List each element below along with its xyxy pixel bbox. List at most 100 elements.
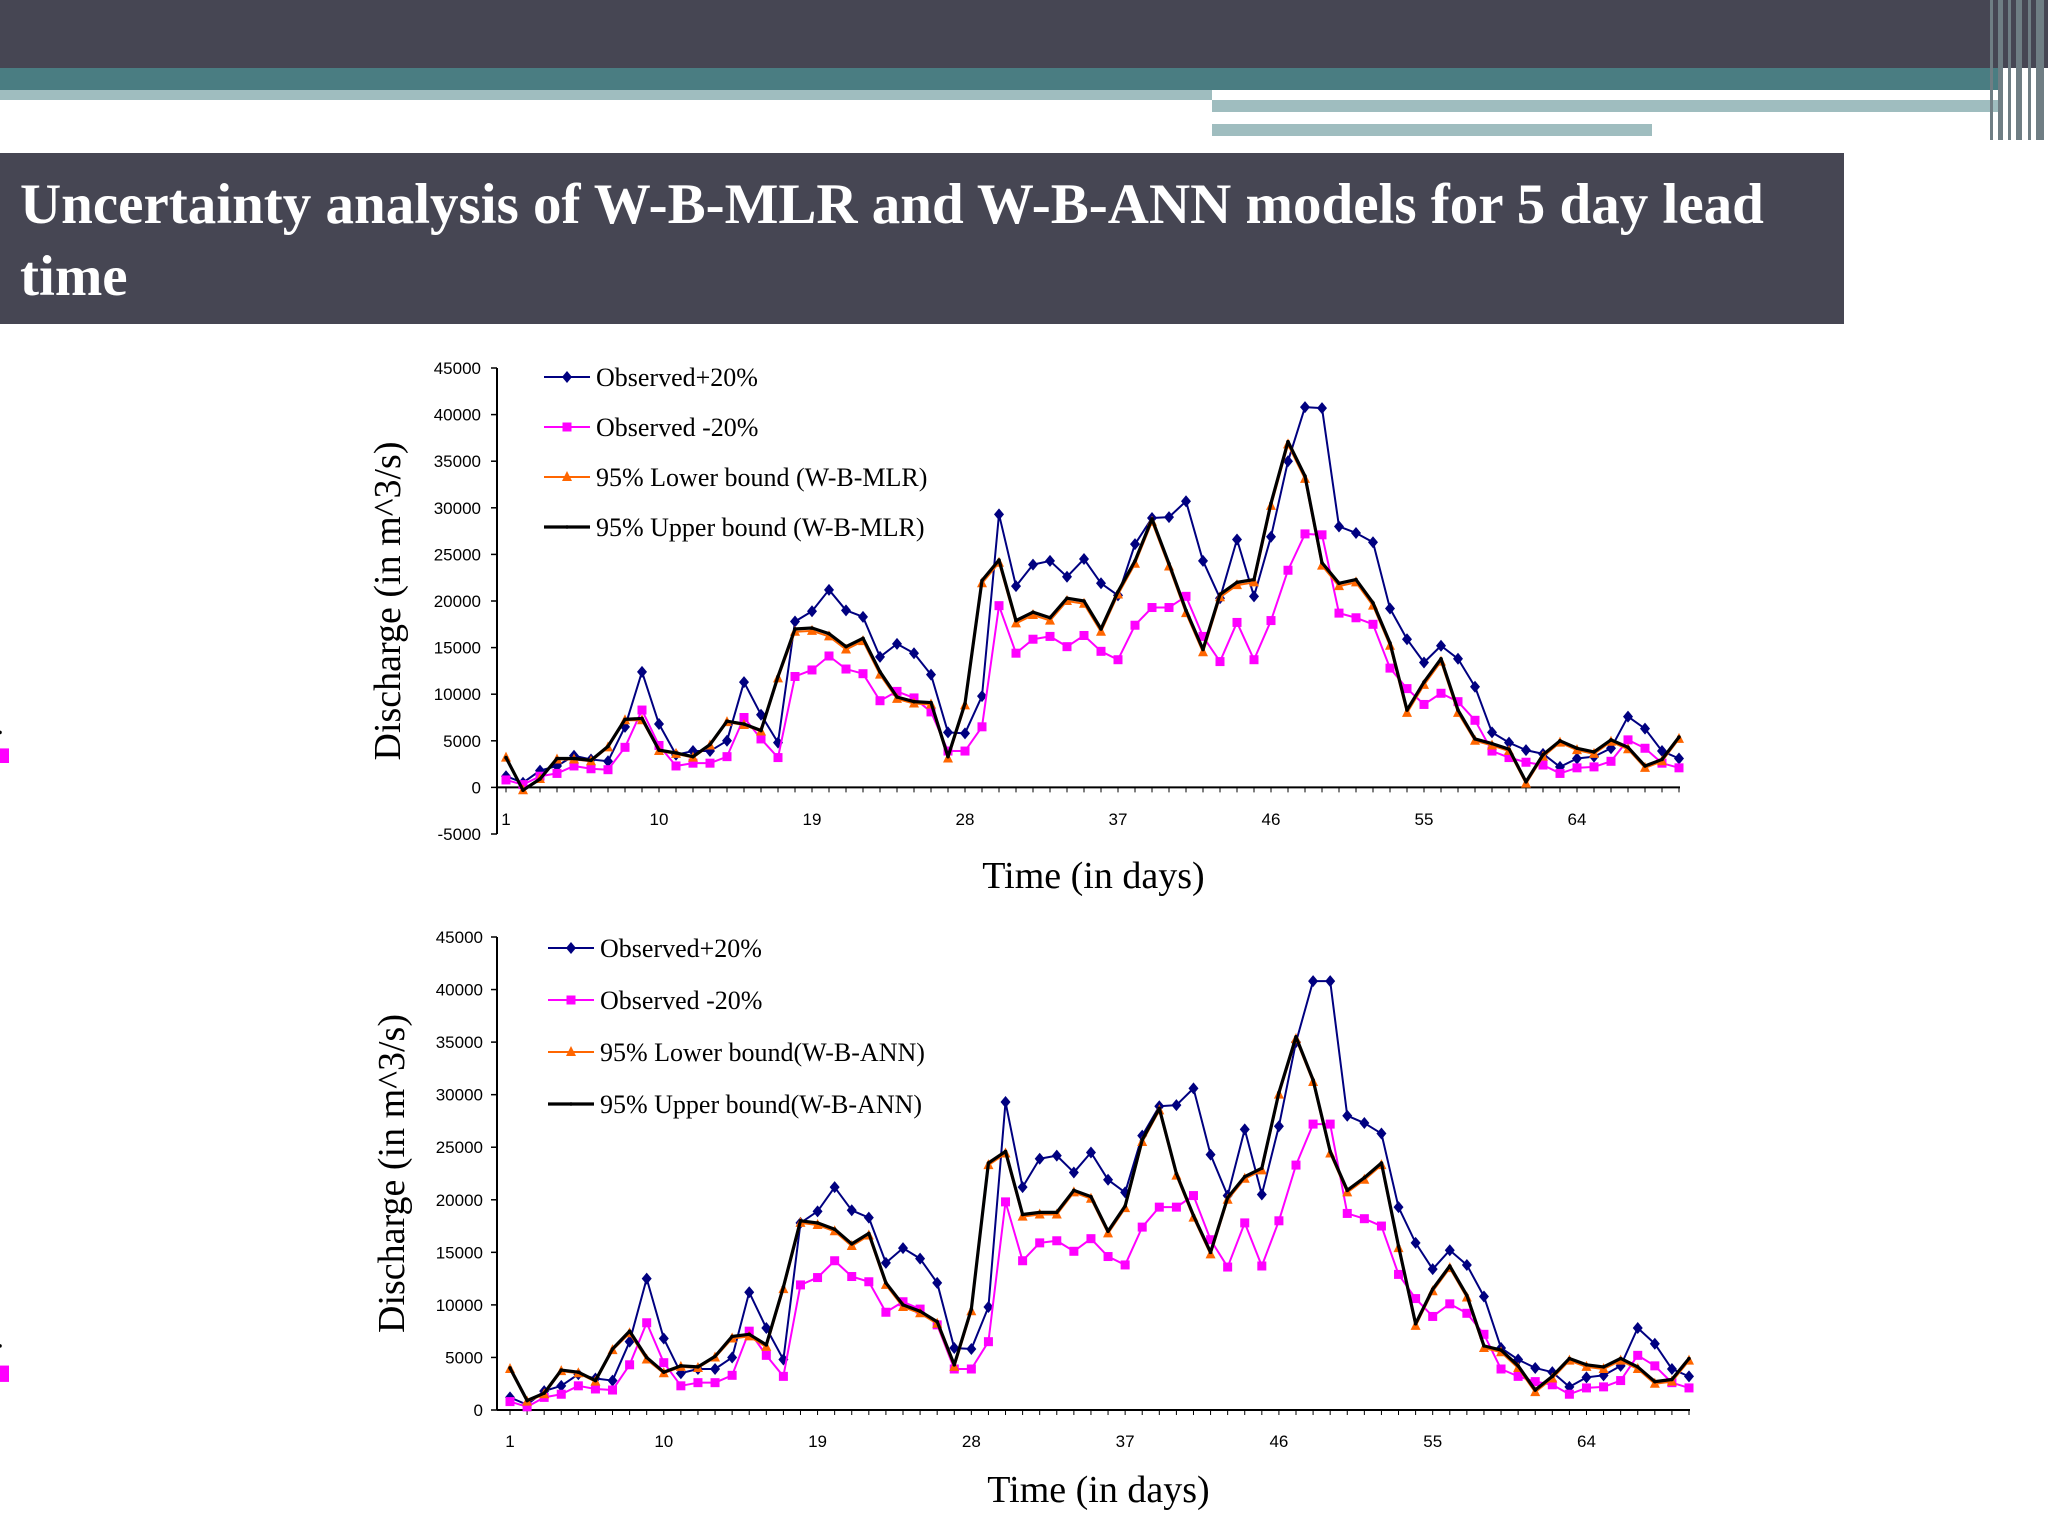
data-point (841, 604, 851, 617)
series-line (509, 980, 1690, 1406)
data-point (501, 775, 511, 785)
data-point (846, 1204, 857, 1217)
data-point (1137, 1222, 1147, 1232)
data-point (1653, 1379, 1657, 1384)
data-point (980, 578, 984, 583)
legend-item: 95% Lower bound (W-B-MLR) (544, 463, 927, 492)
data-point (1342, 1208, 1352, 1218)
y-tick-label: 5000 (443, 732, 481, 751)
data-point (1235, 580, 1239, 585)
data-point (1581, 1383, 1591, 1393)
data-point (739, 713, 749, 722)
y-tick-label: 5000 (445, 1348, 483, 1367)
data-point (1670, 1377, 1674, 1382)
data-point (727, 1370, 737, 1380)
data-point (1402, 633, 1412, 646)
data-point (608, 1385, 618, 1395)
data-point (676, 1381, 686, 1391)
corner-decoration (1984, 0, 2048, 140)
data-point (1079, 630, 1089, 640)
data-point (552, 768, 562, 778)
data-point (1640, 722, 1650, 735)
data-point (1427, 1263, 1438, 1276)
x-tick-label: 55 (1415, 810, 1434, 829)
data-point (1123, 1204, 1127, 1208)
data-point (1031, 610, 1035, 614)
data-point (844, 644, 848, 649)
legend-marker (562, 422, 572, 432)
data-point (1028, 558, 1038, 571)
data-point (1470, 680, 1480, 693)
data-point (1240, 1218, 1250, 1228)
data-point (1225, 1195, 1230, 1200)
data-point (0, 1365, 9, 1375)
data-point (827, 631, 831, 636)
series-line (509, 1123, 1690, 1408)
legend-marker (562, 371, 572, 383)
data-point (1068, 1166, 1079, 1179)
data-point (1294, 1035, 1298, 1039)
data-point (586, 764, 596, 774)
data-point (505, 1397, 515, 1407)
data-point (593, 1378, 598, 1383)
data-point (858, 669, 868, 679)
data-point (1157, 1106, 1162, 1111)
data-point (1232, 617, 1242, 627)
chart-1: -5000 0 5000 10000 15000 20000 25000 30000 35000… (0, 359, 1684, 897)
legend-marker (566, 995, 576, 1005)
y-axis-title: Discharge (in m^3/s) (371, 1014, 413, 1333)
data-point (730, 1334, 734, 1339)
data-point (1256, 1188, 1267, 1201)
data-point (1218, 592, 1222, 597)
data-point (1530, 1377, 1540, 1387)
data-point (1487, 746, 1497, 756)
data-point (696, 1365, 700, 1369)
data-point (884, 1281, 888, 1285)
data-point (912, 699, 916, 704)
data-point (966, 1364, 976, 1374)
data-point (742, 722, 746, 726)
data-point (0, 754, 9, 764)
data-point (918, 1309, 922, 1313)
data-point (708, 742, 712, 747)
data-point (867, 1231, 871, 1236)
data-point (1150, 517, 1154, 521)
data-point (1428, 1311, 1438, 1321)
legend-item: 95% Upper bound(W-B-ANN) (548, 1090, 922, 1119)
x-tick-label: 28 (956, 810, 975, 829)
y-tick-label: 45000 (434, 359, 481, 378)
data-point (1001, 1197, 1011, 1207)
data-point (637, 665, 647, 678)
data-point (1419, 656, 1429, 669)
accent-stripe-light (0, 90, 1212, 100)
data-point (641, 1272, 652, 1285)
data-point (861, 636, 865, 641)
data-point (1462, 1308, 1472, 1318)
series-4 (0, 439, 1681, 792)
x-tick-label: 64 (1568, 810, 1587, 829)
data-point (658, 1332, 669, 1345)
slide-title: Uncertainty analysis of W-B-MLR and W-B-… (20, 173, 1764, 308)
data-point (1547, 1380, 1557, 1390)
data-point (1351, 613, 1361, 623)
data-point (929, 700, 933, 705)
accent-stripe (0, 68, 2000, 90)
data-point (977, 690, 987, 703)
data-point (1504, 736, 1514, 749)
y-tick-label: 15000 (436, 1243, 483, 1262)
data-point (1099, 627, 1103, 631)
data-point (1640, 743, 1650, 753)
data-point (847, 1272, 857, 1282)
data-point (1096, 577, 1106, 590)
data-point (1410, 1236, 1421, 1249)
data-point (1167, 561, 1171, 566)
data-point (1269, 501, 1273, 505)
accent-stripe-gap (1212, 112, 1897, 117)
data-point (1436, 639, 1446, 652)
data-point (1034, 1152, 1045, 1165)
data-point (1249, 590, 1259, 603)
data-point (926, 707, 936, 717)
y-tick-label: 25000 (436, 1138, 483, 1157)
data-point (875, 696, 885, 706)
